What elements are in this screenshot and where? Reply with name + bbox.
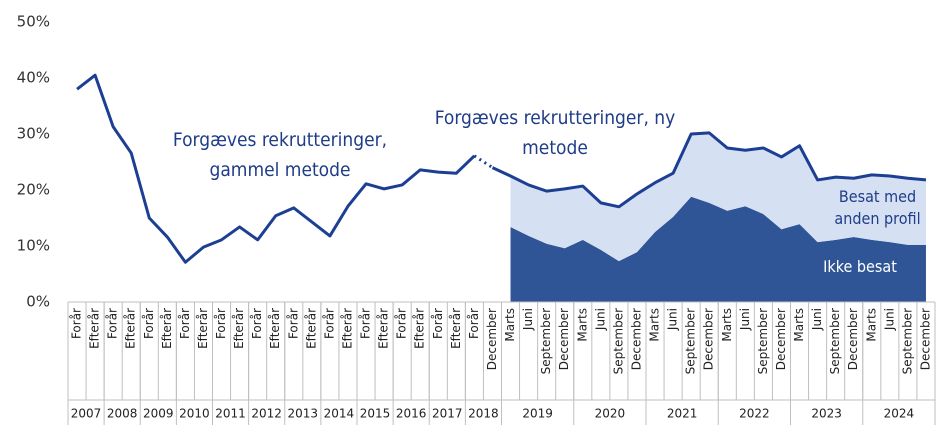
- year-label: 2008: [107, 407, 138, 421]
- x-tick-label: Forår: [286, 308, 300, 339]
- line: [491, 131, 927, 209]
- year-label: 2021: [667, 407, 698, 421]
- y-tick-label: 40%: [17, 69, 50, 87]
- year-label: 2010: [179, 407, 210, 421]
- x-tick-label: Marts: [575, 308, 589, 342]
- x-tick-label: Efterår: [268, 308, 282, 349]
- x-tick-label: December: [557, 308, 571, 370]
- x-tick-label: Juni: [810, 308, 824, 331]
- x-tick-label: Forår: [250, 308, 264, 339]
- x-tick-label: Forår: [467, 308, 481, 339]
- x-tick-label: Juni: [738, 308, 752, 331]
- x-tick-label: September: [611, 308, 625, 374]
- year-label: 2014: [324, 407, 355, 421]
- year-label: 2018: [468, 407, 499, 421]
- x-tick-label: Forår: [395, 308, 409, 339]
- x-tick-label: Efterår: [88, 308, 102, 349]
- x-tick-label: Efterår: [413, 308, 427, 349]
- year-label: 2024: [884, 407, 915, 421]
- year-label: 2017: [432, 407, 463, 421]
- x-tick-label: September: [539, 308, 553, 374]
- y-tick-label: 0%: [26, 293, 50, 311]
- x-tick-label: Marts: [648, 308, 662, 342]
- y-tick-label: 10%: [17, 237, 50, 255]
- x-tick-label: September: [756, 308, 770, 374]
- x-tick-label: Marts: [864, 308, 878, 342]
- x-tick-label: Juni: [666, 308, 680, 331]
- series-label: Forgæves rekrutteringer, gammel metode: [172, 129, 388, 181]
- year-label: 2011: [215, 407, 246, 421]
- x-tick-label: September: [684, 308, 698, 374]
- year-label: 2015: [360, 407, 391, 421]
- x-tick-label: December: [918, 308, 932, 370]
- x-tick-label: Efterår: [124, 308, 138, 349]
- y-tick-label: 50%: [17, 13, 50, 31]
- x-tick-label: December: [846, 308, 860, 370]
- x-tick-label: December: [629, 308, 643, 370]
- x-tick-label: Forår: [431, 308, 445, 339]
- area: [510, 196, 926, 302]
- x-tick-label: Forår: [214, 308, 228, 339]
- x-tick-label: Efterår: [304, 308, 318, 349]
- x-tick-label: Juni: [521, 308, 535, 331]
- x-tick-label: Marts: [720, 308, 734, 342]
- year-label: 2012: [251, 407, 282, 421]
- x-tick-label: Marts: [792, 308, 806, 342]
- x-tick-label: Forår: [359, 308, 373, 339]
- year-label: 2019: [522, 407, 553, 421]
- x-tick-label: September: [900, 308, 914, 374]
- x-tick-label: Juni: [882, 308, 896, 331]
- year-label: 2016: [396, 407, 427, 421]
- year-label: 2023: [811, 407, 842, 421]
- line: [76, 73, 476, 264]
- x-tick-label: December: [485, 308, 499, 370]
- y-tick-label: 20%: [17, 181, 50, 199]
- x-tick-label: Forår: [70, 308, 84, 339]
- x-tick-label: Forår: [322, 308, 336, 339]
- x-tick-label: Forår: [178, 308, 192, 339]
- area-label: Ikke besat: [823, 257, 897, 276]
- year-label: 2013: [288, 407, 319, 421]
- x-tick-label: Forår: [142, 308, 156, 339]
- area-label: Besat med anden profil: [834, 187, 921, 228]
- x-tick-label: Forår: [106, 308, 120, 339]
- x-tick-label: Marts: [503, 308, 517, 342]
- year-label: 2009: [143, 407, 174, 421]
- x-tick-label: December: [702, 308, 716, 370]
- x-tick-label: Efterår: [232, 308, 246, 349]
- x-tick-label: Efterår: [160, 308, 174, 349]
- x-tick-label: Efterår: [449, 308, 463, 349]
- year-label: 2020: [595, 407, 626, 421]
- x-tick-label: Efterår: [196, 308, 210, 349]
- x-tick-label: December: [774, 308, 788, 370]
- year-label: 2022: [739, 407, 770, 421]
- x-tick-label: Juni: [593, 308, 607, 331]
- x-tick-label: Efterår: [377, 308, 391, 349]
- x-tick-label: Efterår: [340, 308, 354, 349]
- series-label: Forgæves rekrutteringer, ny metode: [434, 107, 676, 159]
- x-tick-label: September: [828, 308, 842, 374]
- area: [510, 132, 926, 262]
- y-tick-label: 30%: [17, 125, 50, 143]
- year-label: 2007: [71, 407, 102, 421]
